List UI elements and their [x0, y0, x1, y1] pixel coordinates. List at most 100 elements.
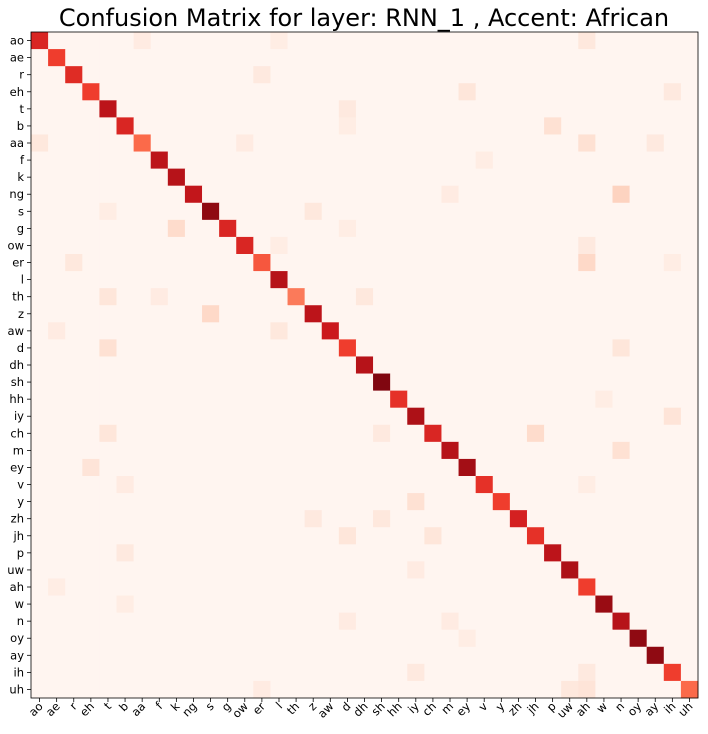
heatmap-cell-eh-y — [492, 83, 511, 101]
heatmap-cell-hh-n — [612, 390, 630, 409]
heatmap-cell-ey-dh — [355, 458, 374, 477]
heatmap-cell-eh-v — [475, 83, 494, 101]
heatmap-cell-jh-aw — [321, 527, 340, 545]
heatmap-cell-hh-f — [150, 390, 169, 409]
heatmap-cell-ay-dh — [355, 646, 374, 665]
heatmap-cell-hh-ay — [646, 390, 665, 409]
heatmap-cell-l-t — [99, 271, 117, 289]
heatmap-cell-ch-sh — [373, 424, 391, 443]
x-tick-label-y: y — [493, 699, 508, 714]
heatmap-cell-b-z — [304, 117, 323, 135]
heatmap-cell-l-aa — [133, 271, 152, 289]
heatmap-cell-v-ey — [458, 476, 477, 494]
heatmap-cell-ih-y — [492, 663, 511, 682]
heatmap-cell-n-t — [99, 612, 117, 631]
heatmap-cell-th-y — [492, 288, 511, 306]
heatmap-cell-ah-ay — [646, 578, 665, 596]
heatmap-cell-ay-k — [167, 646, 186, 665]
heatmap-cell-ow-n — [612, 236, 630, 255]
heatmap-cell-f-ih — [663, 151, 682, 170]
heatmap-cell-th-g — [219, 288, 237, 306]
heatmap-cell-aa-oy — [629, 134, 648, 152]
heatmap-cell-ao-y — [492, 32, 511, 50]
heatmap-cell-s-th — [287, 202, 306, 221]
heatmap-cell-y-l — [270, 493, 288, 511]
heatmap-cell-y-d — [338, 493, 357, 511]
heatmap-cell-ow-ay — [646, 236, 665, 255]
heatmap-cell-l-ao — [31, 271, 49, 289]
heatmap-cell-sh-z — [304, 373, 323, 392]
heatmap-cell-aa-v — [475, 134, 494, 152]
heatmap-cell-n-ae — [48, 612, 66, 631]
heatmap-cell-aa-uw — [561, 134, 579, 152]
heatmap-cell-uw-er — [253, 561, 271, 579]
heatmap-cell-eh-aw — [321, 83, 340, 101]
heatmap-cell-jh-zh — [509, 527, 528, 545]
heatmap-cell-eh-sh — [373, 83, 391, 101]
heatmap-cell-iy-th — [287, 407, 306, 426]
heatmap-cell-k-m — [441, 168, 459, 187]
heatmap-cell-eh-m — [441, 83, 459, 101]
heatmap-cell-ao-eh — [82, 32, 100, 50]
heatmap-cell-z-jh — [526, 305, 545, 323]
heatmap-cell-eh-zh — [509, 83, 528, 101]
heatmap-cell-w-ay — [646, 595, 665, 614]
heatmap-cell-jh-w — [595, 527, 613, 545]
heatmap-cell-sh-v — [475, 373, 494, 392]
heatmap-cell-m-b — [116, 441, 135, 460]
heatmap-cell-z-oy — [629, 305, 648, 323]
heatmap-cell-f-aa — [133, 151, 152, 170]
heatmap-cell-k-t — [99, 168, 117, 187]
heatmap-cell-k-g — [219, 168, 237, 187]
heatmap-cell-w-t — [99, 595, 117, 614]
heatmap-cell-hh-b — [116, 390, 135, 409]
heatmap-cell-v-l — [270, 476, 288, 494]
heatmap-cell-zh-ao — [31, 510, 49, 528]
heatmap-cell-ay-er — [253, 646, 271, 665]
heatmap-cell-aa-f — [150, 134, 169, 152]
heatmap-cell-b-uw — [561, 117, 579, 135]
heatmap-cell-ay-f — [150, 646, 169, 665]
heatmap-cell-t-ey — [458, 100, 477, 118]
heatmap-cell-eh-ay — [646, 83, 665, 101]
y-tick-label-s: s — [18, 204, 24, 218]
heatmap-cell-f-t — [99, 151, 117, 170]
heatmap-cell-uh-n — [612, 680, 630, 699]
heatmap-cell-d-m — [441, 339, 459, 357]
heatmap-cell-t-sh — [373, 100, 391, 118]
heatmap-cell-uw-t — [99, 561, 117, 579]
heatmap-cell-uh-s — [202, 680, 220, 699]
heatmap-cell-t-z — [304, 100, 323, 118]
heatmap-cell-p-ch — [424, 544, 442, 562]
heatmap-cell-ih-v — [475, 663, 494, 682]
heatmap-cell-jh-r — [65, 527, 83, 545]
heatmap-cell-ih-p — [544, 663, 562, 682]
heatmap-cell-b-s — [202, 117, 220, 135]
heatmap-cell-er-dh — [355, 254, 374, 272]
heatmap-cell-g-eh — [82, 219, 100, 238]
heatmap-cell-y-ao — [31, 493, 49, 511]
heatmap-cell-ae-dh — [355, 49, 374, 67]
heatmap-cell-uh-ih — [663, 680, 682, 699]
heatmap-cell-ch-ng — [184, 424, 203, 443]
heatmap-cell-f-ch — [424, 151, 442, 170]
heatmap-cell-ch-b — [116, 424, 135, 443]
heatmap-cell-ao-hh — [390, 32, 408, 50]
heatmap-cell-m-aa — [133, 441, 152, 460]
heatmap-cell-dh-g — [219, 356, 237, 374]
heatmap-cell-f-z — [304, 151, 323, 170]
heatmap-cell-t-b — [116, 100, 135, 118]
heatmap-cell-ey-w — [595, 458, 613, 477]
heatmap-cell-ow-jh — [526, 236, 545, 255]
heatmap-cell-dh-eh — [82, 356, 100, 374]
heatmap-cell-r-ow — [236, 66, 254, 84]
heatmap-cell-z-eh — [82, 305, 100, 323]
heatmap-cell-v-p — [544, 476, 562, 494]
heatmap-cell-ae-z — [304, 49, 323, 67]
heatmap-cell-uw-p — [544, 561, 562, 579]
heatmap-cell-t-k — [167, 100, 186, 118]
x-tick-label-eh: eh — [77, 699, 97, 719]
heatmap-cell-ng-f — [150, 185, 169, 204]
heatmap-cell-uh-ah — [578, 680, 596, 699]
heatmap-cell-ng-ah — [578, 185, 596, 204]
